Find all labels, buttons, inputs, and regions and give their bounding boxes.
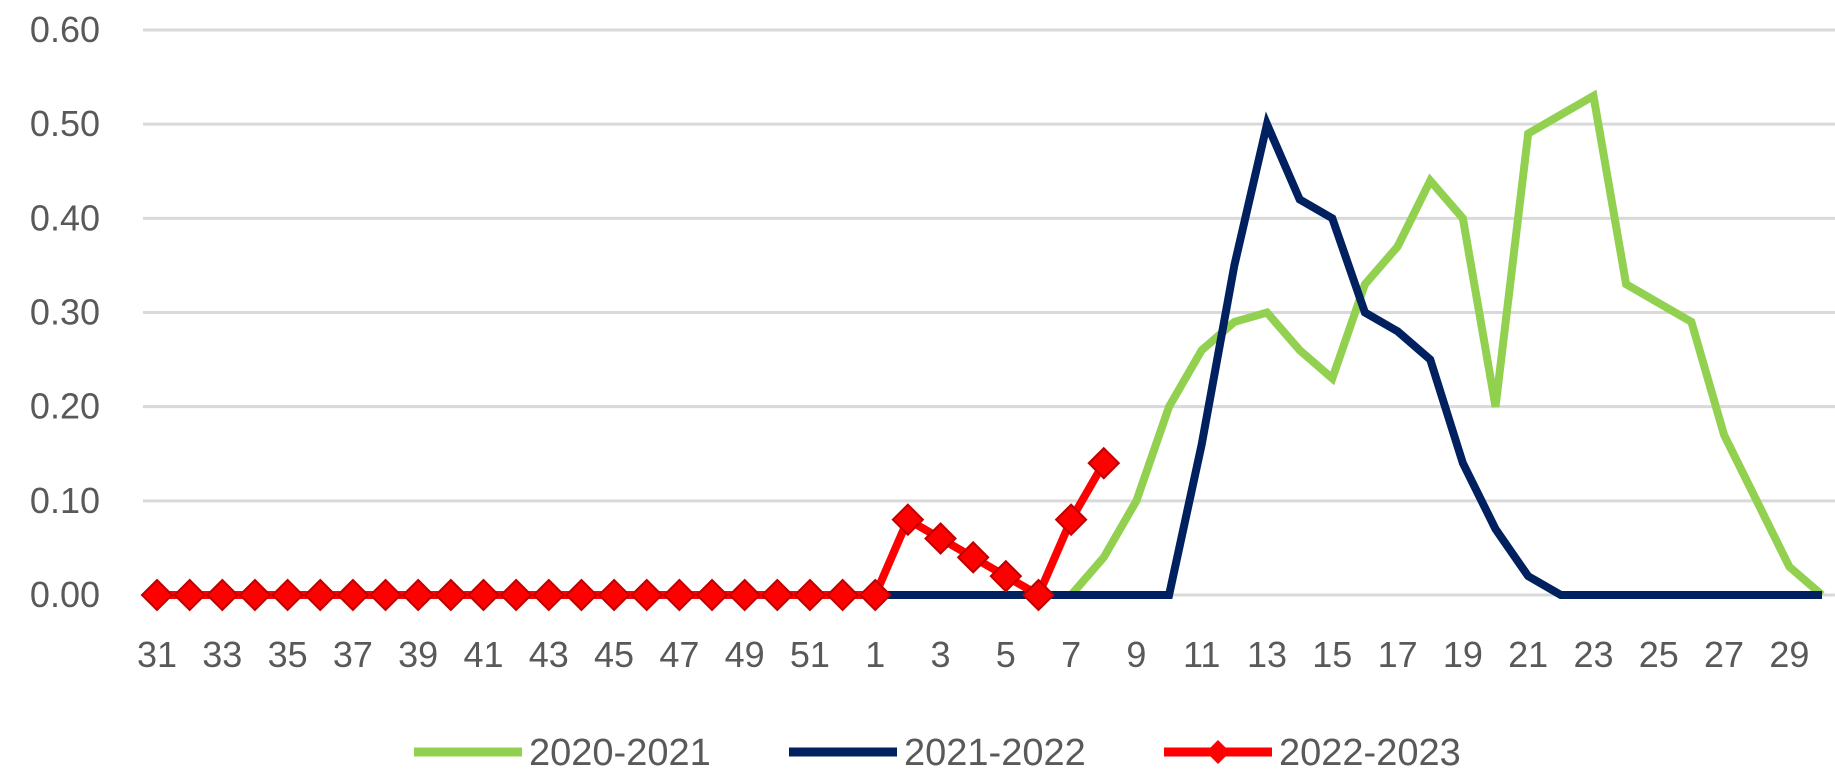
x-tick-label: 47: [659, 634, 699, 675]
y-tick-label: 0.00: [30, 574, 100, 615]
x-tick-label: 3: [931, 634, 951, 675]
data-point-marker: [401, 578, 435, 612]
data-point-marker: [858, 578, 892, 612]
y-tick-label: 0.30: [30, 292, 100, 333]
legend-item-2022-2023: 2022-2023: [1164, 732, 1461, 770]
data-point-marker: [662, 578, 696, 612]
data-point-marker: [597, 578, 631, 612]
data-point-marker: [989, 559, 1023, 593]
x-tick-label: 27: [1704, 634, 1744, 675]
series-line-2021-2022: [875, 111, 1822, 599]
data-point-marker: [303, 578, 337, 612]
x-tick-label: 9: [1126, 634, 1146, 675]
x-tick-label: 45: [594, 634, 634, 675]
x-tick-label: 15: [1312, 634, 1352, 675]
data-point-marker: [173, 578, 207, 612]
data-point-marker: [956, 540, 990, 574]
x-tick-label: 25: [1639, 634, 1679, 675]
x-tick-label: 11: [1183, 634, 1220, 675]
legend-item-2021-2022: 2021-2022: [789, 732, 1086, 770]
x-tick-label: 37: [333, 634, 373, 675]
legend-marker: [1206, 740, 1230, 764]
x-tick-label: 29: [1769, 634, 1809, 675]
data-point-marker: [205, 578, 239, 612]
data-point-marker: [434, 578, 468, 612]
x-tick-label: 35: [268, 634, 308, 675]
legend-label: 2022-2023: [1279, 732, 1461, 770]
data-point-marker: [1054, 503, 1088, 537]
x-tick-label: 21: [1508, 634, 1548, 675]
x-tick-label: 51: [790, 634, 830, 675]
data-point-marker: [499, 578, 533, 612]
x-tick-label: 1: [865, 634, 885, 675]
y-axis: 0.00 0.10 0.20 0.30 0.40 0.50 0.60: [30, 9, 100, 615]
data-point-marker: [369, 578, 402, 612]
legend: 2020-2021 2021-2022 2022-2023: [414, 732, 1461, 770]
series-line-2020-2021: [1068, 89, 1825, 599]
x-tick-label: 13: [1247, 634, 1287, 675]
x-tick-label: 41: [463, 634, 503, 675]
legend-item-2020-2021: 2020-2021: [414, 732, 711, 770]
data-point-marker: [238, 578, 272, 612]
data-point-marker: [532, 578, 566, 612]
data-point-marker: [728, 578, 762, 612]
x-tick-label: 31: [137, 634, 177, 675]
data-point-marker: [891, 503, 925, 537]
data-point-marker: [336, 578, 370, 612]
data-point-marker: [924, 522, 957, 555]
data-point-marker: [793, 578, 827, 612]
data-point-marker: [271, 578, 305, 612]
y-tick-label: 0.50: [30, 103, 100, 144]
y-tick-label: 0.20: [30, 386, 100, 427]
data-point-marker: [1022, 578, 1055, 612]
x-axis: 31 33 35 37 39 41 43 45 47 49 51 1 3 5 7 9 11 13 15 17 19 21 2…: [137, 634, 1809, 675]
data-point-marker: [826, 578, 860, 612]
x-tick-label: 7: [1061, 634, 1081, 675]
y-tick-label: 0.40: [30, 197, 100, 238]
data-point-marker: [140, 578, 174, 612]
x-tick-label: 33: [202, 634, 242, 675]
data-point-marker: [467, 578, 500, 612]
x-tick-label: 5: [996, 634, 1016, 675]
data-point-marker: [630, 578, 664, 612]
series-line-2022-2023: [157, 461, 1108, 601]
series-layer: [140, 89, 1825, 612]
y-tick-label: 0.60: [30, 9, 100, 50]
x-tick-label: 23: [1573, 634, 1613, 675]
y-tick-label: 0.10: [30, 480, 100, 521]
legend-label: 2020-2021: [529, 732, 711, 770]
gridlines: [143, 28, 1835, 597]
x-tick-label: 19: [1443, 634, 1483, 675]
data-point-marker: [564, 578, 598, 612]
x-tick-label: 17: [1378, 634, 1418, 675]
data-point-marker: [760, 578, 794, 612]
x-tick-label: 49: [725, 634, 765, 675]
x-tick-label: 39: [398, 634, 438, 675]
legend-label: 2021-2022: [904, 732, 1086, 770]
data-point-marker: [695, 578, 729, 612]
data-point-marker: [1087, 446, 1121, 480]
x-tick-label: 43: [529, 634, 569, 675]
